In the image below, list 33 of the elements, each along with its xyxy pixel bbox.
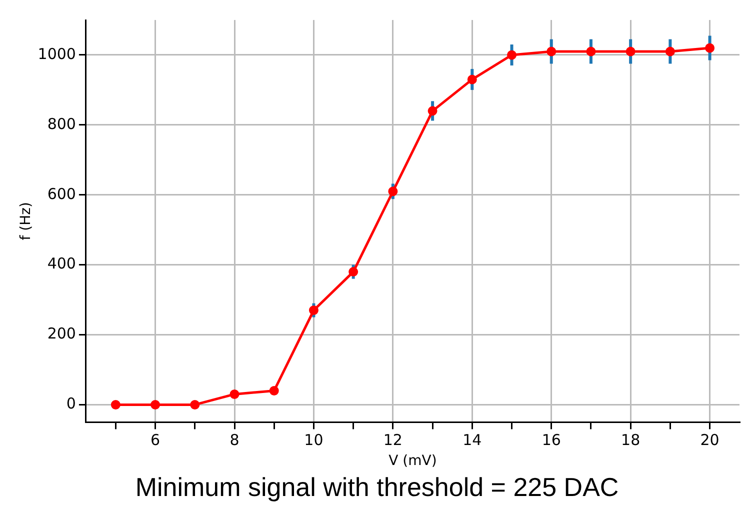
point <box>230 389 240 399</box>
point <box>150 400 160 410</box>
y-tick-label: 0 <box>66 394 76 413</box>
x-tick-label: 10 <box>304 431 324 450</box>
x-tick-label: 18 <box>621 431 640 450</box>
y-tick-label: 400 <box>47 254 76 273</box>
point <box>190 400 200 410</box>
point <box>428 106 438 116</box>
point <box>546 46 556 56</box>
x-tick-label: 8 <box>230 431 240 450</box>
y-axis-title: f (Hz) <box>18 202 34 240</box>
y-tick-label: 200 <box>47 324 76 343</box>
y-tick-label: 1000 <box>38 44 76 63</box>
point <box>705 43 715 53</box>
point <box>388 186 398 196</box>
x-tick-label: 12 <box>383 431 402 450</box>
point <box>665 46 675 56</box>
point <box>269 386 279 396</box>
y-tick-label: 600 <box>47 184 76 203</box>
point <box>626 46 636 56</box>
point <box>467 74 477 84</box>
point <box>586 46 596 56</box>
x-tick-label: 20 <box>700 431 720 450</box>
x-tick-label: 16 <box>542 431 561 450</box>
point <box>308 306 318 316</box>
x-tick-label: 6 <box>150 431 160 450</box>
point <box>507 50 517 60</box>
text: Minimum signal with threshold = 225 DAC <box>134 471 620 504</box>
y-tick-label: 800 <box>47 114 76 133</box>
x-tick-label: 14 <box>462 431 482 450</box>
point <box>348 267 358 277</box>
point <box>110 400 120 410</box>
x-axis-title: V (mV) <box>388 453 437 470</box>
